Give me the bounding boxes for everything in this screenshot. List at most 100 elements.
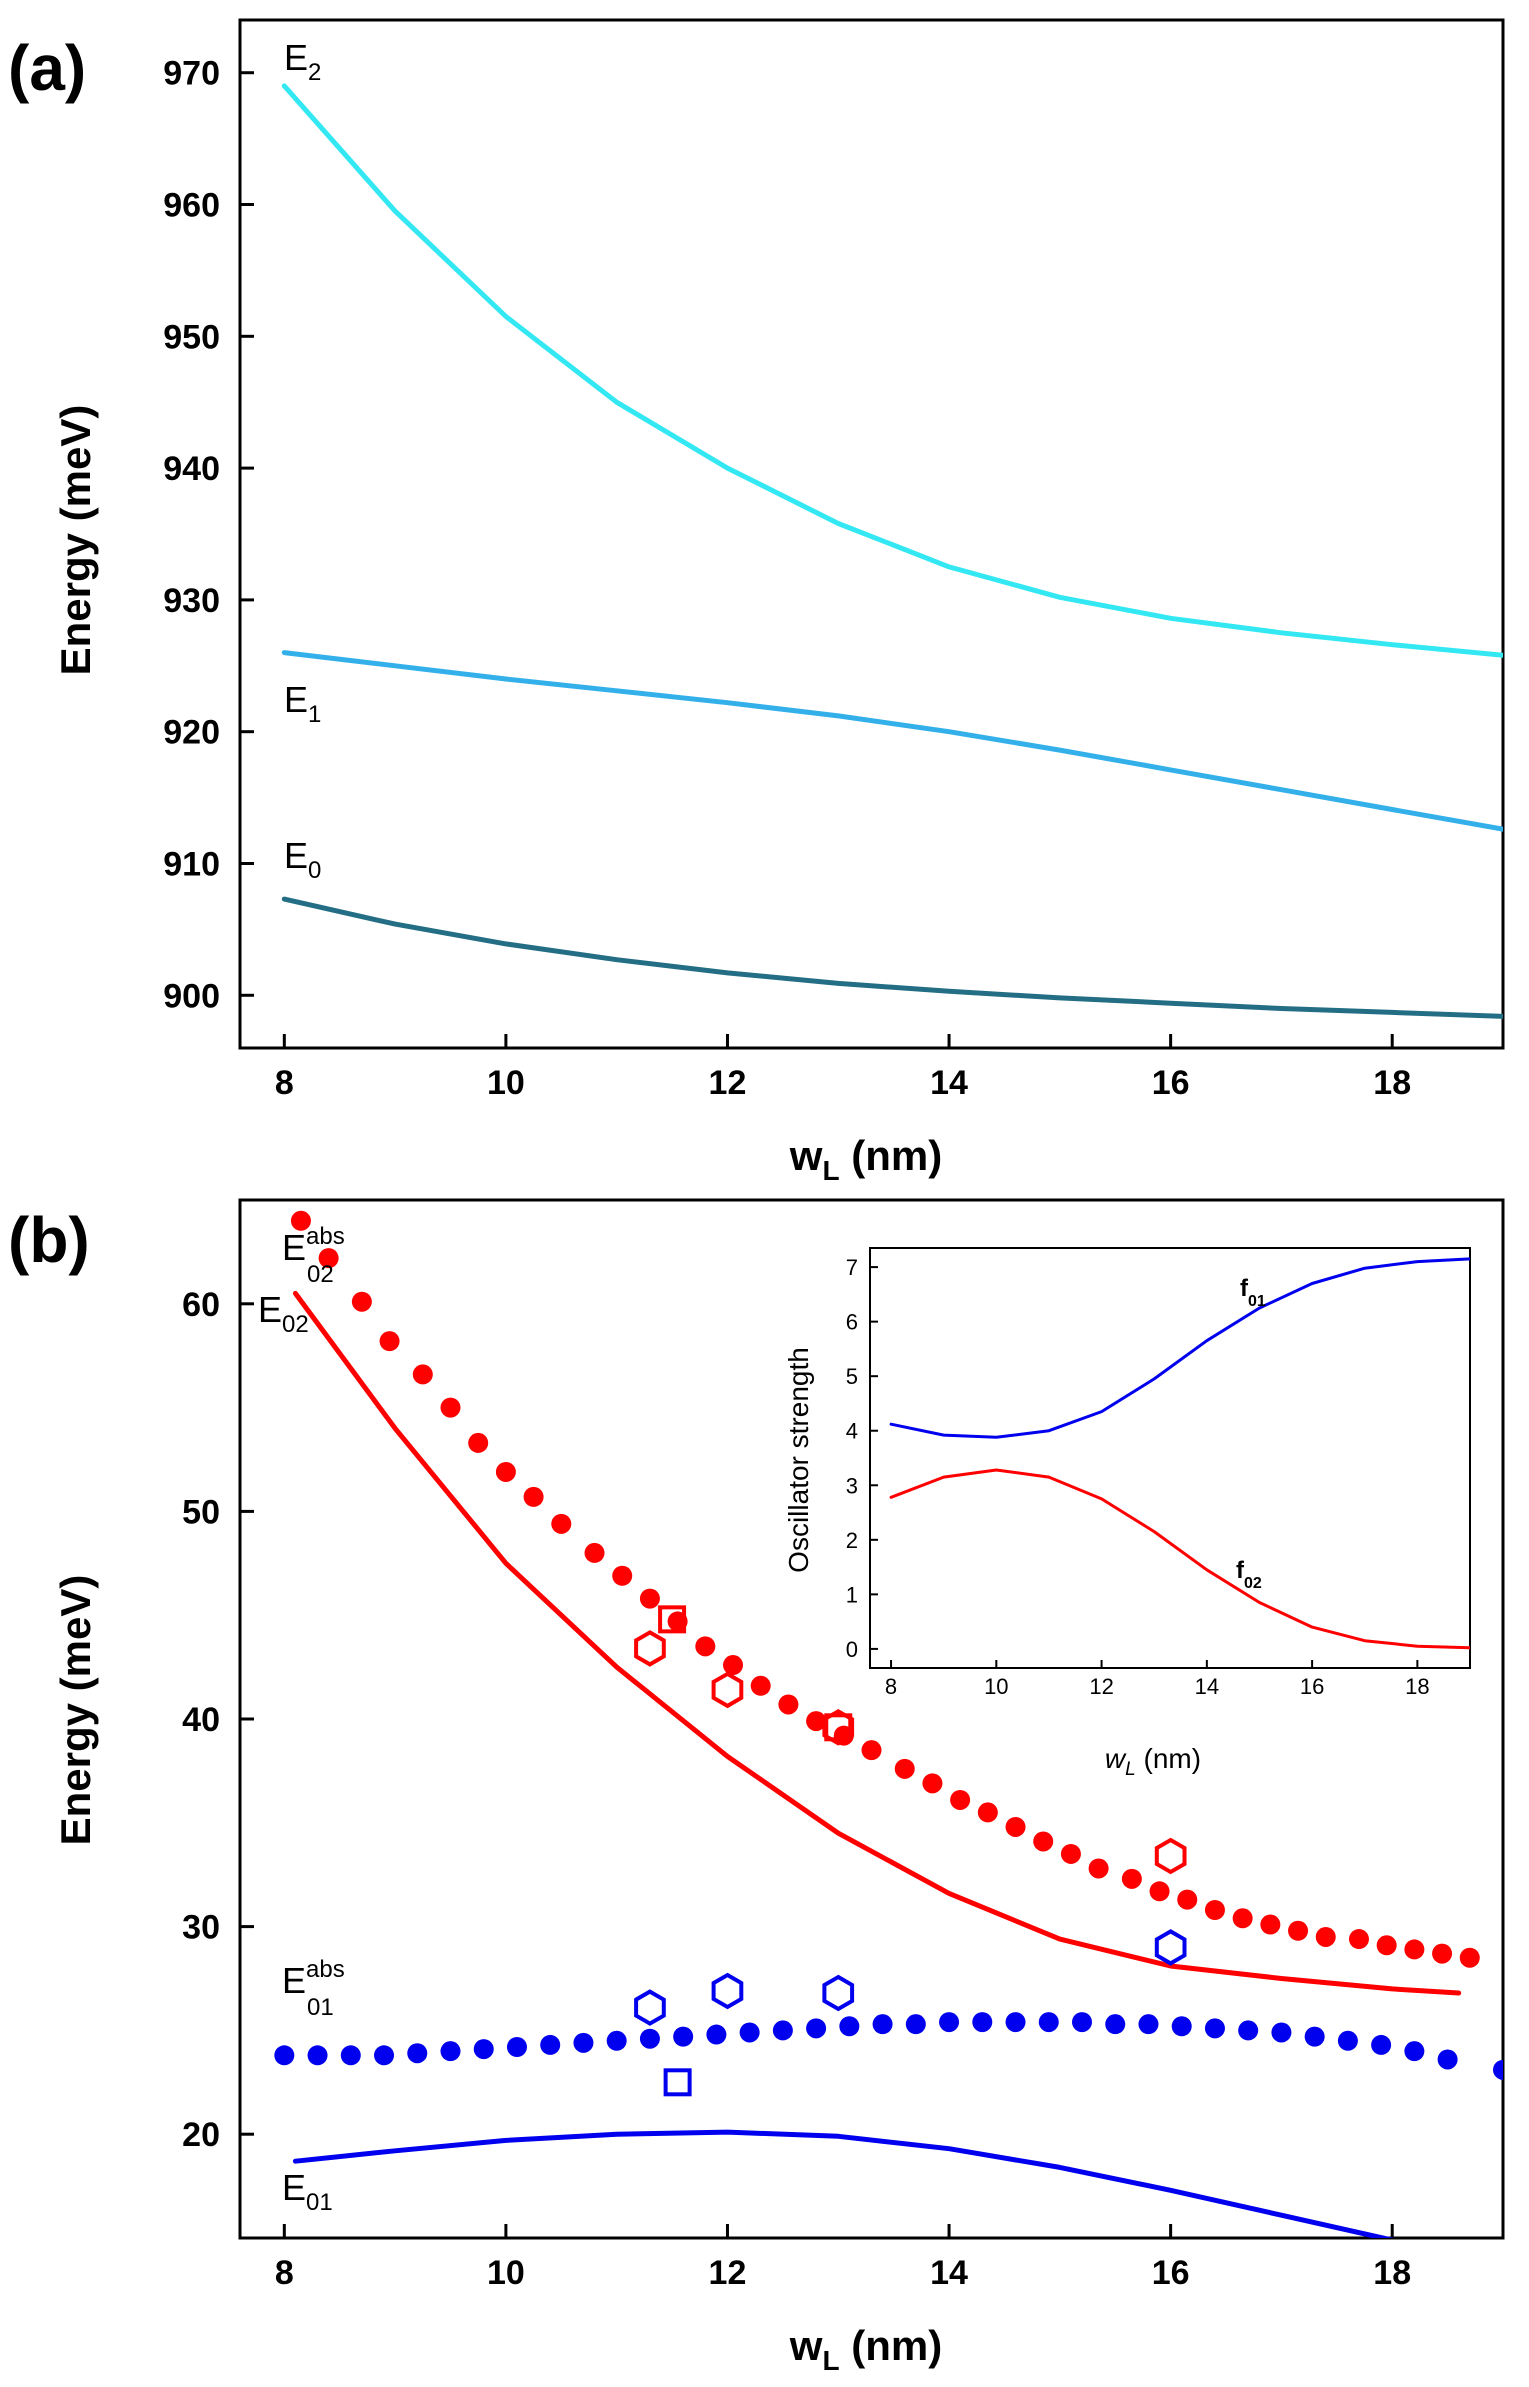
panel-b-series-E02abs-point [695, 1636, 716, 1657]
panel-b-series-E02abs-point [1348, 1929, 1369, 1950]
panel-b-x-tick-label: 12 [709, 2254, 747, 2292]
panel-b-series-E01abs-point [1271, 2022, 1292, 2043]
panel-b-label-E01: E01 [282, 2167, 333, 2216]
panel-b-series-E01abs-point [407, 2043, 428, 2064]
panel-b-x-axis-title-unit: (nm) [840, 2322, 943, 2369]
panel-b-series-E01abs-point [1204, 2018, 1225, 2039]
panel-b-series-E01abs-point [307, 2045, 328, 2066]
panel-b-label-E01abs: Eabs 01 [282, 1956, 345, 2021]
inset-y-tick-label: 0 [846, 1637, 858, 1662]
panel-b-label-E02abs: Eabs 02 [282, 1223, 345, 1288]
panel-b-series-hexagons-red-point [711, 1671, 744, 1709]
panel-b-marks [274, 1210, 1503, 2238]
inset-y-axis-title: Oscillator strength [783, 1347, 814, 1573]
panel-a-x-tick-label: 18 [1373, 1064, 1411, 1102]
panel-b-label-E02: E02 [258, 1289, 309, 1338]
panel-b-series-E02abs-point [723, 1655, 744, 1676]
panel-a-label-E0-sub: 0 [308, 857, 321, 884]
panel-b-x-axis-title-sub: L [822, 2345, 839, 2376]
inset-x-tick-label: 14 [1195, 1674, 1219, 1699]
panel-b-series-E01abs-point [1337, 2030, 1358, 2051]
inset-y-tick-label: 7 [846, 1255, 858, 1280]
panel-a-y-tick-label: 900 [163, 977, 220, 1015]
panel-a-label-E2-sub: 2 [308, 59, 321, 86]
panel-a-y-tick-label: 950 [163, 318, 220, 356]
panel-b-label-E01-sub: 01 [306, 2189, 333, 2216]
inset-y-tick-label: 2 [846, 1528, 858, 1553]
panel-b-x-axis-title-main: w [789, 2322, 823, 2369]
inset-label-f01-main: f [1240, 1275, 1249, 1302]
panel-b-series-E02abs-point [950, 1789, 971, 1810]
panel-b-label-E02abs-sub: 02 [307, 1261, 334, 1288]
panel-b-series-E01abs-point [1138, 2014, 1159, 2035]
panel-b-series-E02abs-point [412, 1364, 433, 1385]
panel-b-series-E01abs-point [939, 2012, 960, 2033]
panel-b-x-tick-label: 18 [1373, 2254, 1411, 2292]
panel-b-series-E01abs-point [1371, 2034, 1392, 2055]
panel-b-series-E01abs-point [274, 2045, 295, 2066]
inset-x-tick-label: 12 [1089, 1674, 1113, 1699]
panel-a-marks [281, 83, 1503, 1019]
panel-b-label-E02abs-sup: abs [306, 1223, 345, 1250]
panel-a-y-tick-label: 910 [163, 845, 220, 883]
panel-b-series-E01abs-point [1304, 2026, 1325, 2047]
panel-b-series-E02abs-point [778, 1694, 799, 1715]
panel-b-x-tick-label: 10 [487, 2254, 525, 2292]
panel-b-series-E01abs-point [905, 2014, 926, 2035]
panel-b-series-E01abs-point [972, 2012, 993, 2033]
panel-a-label-E1-sub: 1 [308, 701, 321, 728]
panel-a-x-axis-title: wL (nm) [789, 1132, 942, 1186]
panel-a-series-E2-line [281, 83, 1503, 658]
panel-b-series-E02abs-point [290, 1210, 311, 1231]
panel-b-series-E02abs-point [750, 1675, 771, 1696]
panel-b-series-E02abs-point [806, 1711, 827, 1732]
panel-b-series-E02abs-point [495, 1461, 516, 1482]
panel-b-series-E01abs-point [1105, 2014, 1126, 2035]
panel-a-x-tick-label: 8 [275, 1064, 294, 1102]
panel-b-series-hexagons-red-point [634, 1630, 666, 1667]
panel-b-series-squares-blue-point [663, 2068, 692, 2097]
panel-b-series-hexagons-red-point [1154, 1837, 1187, 1875]
panel-a-x-tick-label: 14 [930, 1064, 968, 1102]
panel-b-series-E01abs-point [872, 2014, 893, 2035]
panel-b-series-E02abs-point [584, 1542, 605, 1563]
panel-b-label-E01-main: E [282, 2167, 306, 2208]
panel-b-y-tick-label: 50 [182, 1493, 220, 1531]
panel-a-label: (a) [8, 32, 86, 104]
inset-label-f01: f01 [1240, 1275, 1266, 1310]
inset-label-f02-main: f [1236, 1557, 1245, 1584]
panel-b-series-E02abs-point [1288, 1920, 1309, 1941]
panel-b-series-E01abs-point [540, 2034, 561, 2055]
panel-a-x-tick-label: 16 [1152, 1064, 1190, 1102]
inset-x-tick-label: 8 [885, 1674, 897, 1699]
inset-frame [869, 1247, 1471, 1669]
inset-x-tick-label: 10 [984, 1674, 1008, 1699]
panel-b-series-hexagons-blue-point [822, 1974, 855, 2012]
inset-y-tick-label: 3 [846, 1473, 858, 1498]
panel-b-series-E02abs-point [1088, 1858, 1109, 1879]
panel-b-series-hexagons-blue-point [1154, 1929, 1187, 1966]
panel-a-y-tick-label: 960 [163, 187, 220, 225]
panel-b-series-E01abs-point [1437, 2049, 1458, 2070]
panel-b-series-E01abs-point [739, 2022, 760, 2043]
panel-b-series-E02abs-point [1232, 1908, 1253, 1929]
panel-b-series-E02abs-point [1404, 1939, 1425, 1960]
inset-y-tick-label: 1 [846, 1582, 858, 1607]
inset-label-f02-sub: 02 [1244, 1575, 1262, 1592]
inset-x-tick-label: 16 [1300, 1674, 1324, 1699]
panel-a-y-axis-title: Energy (meV) [52, 405, 99, 676]
inset-marks [889, 1257, 1470, 1650]
panel-a-y-tick-label: 920 [163, 714, 220, 752]
panel-a-series-E1-line [281, 650, 1503, 832]
panel-b-series-E02abs-point [1060, 1843, 1081, 1864]
panel-b-label: (b) [8, 1204, 90, 1276]
inset-x-axis-title-sub: L [1125, 1759, 1136, 1780]
panel-a-label-E1: E1 [284, 679, 321, 728]
panel-b-series-hexagons-blue-point [634, 1989, 666, 2026]
panel-b-label-E02-main: E [258, 1289, 282, 1330]
panel-b-series-E01abs-point [639, 2028, 660, 2049]
panel-b-series-E02-line [292, 1290, 1462, 1996]
